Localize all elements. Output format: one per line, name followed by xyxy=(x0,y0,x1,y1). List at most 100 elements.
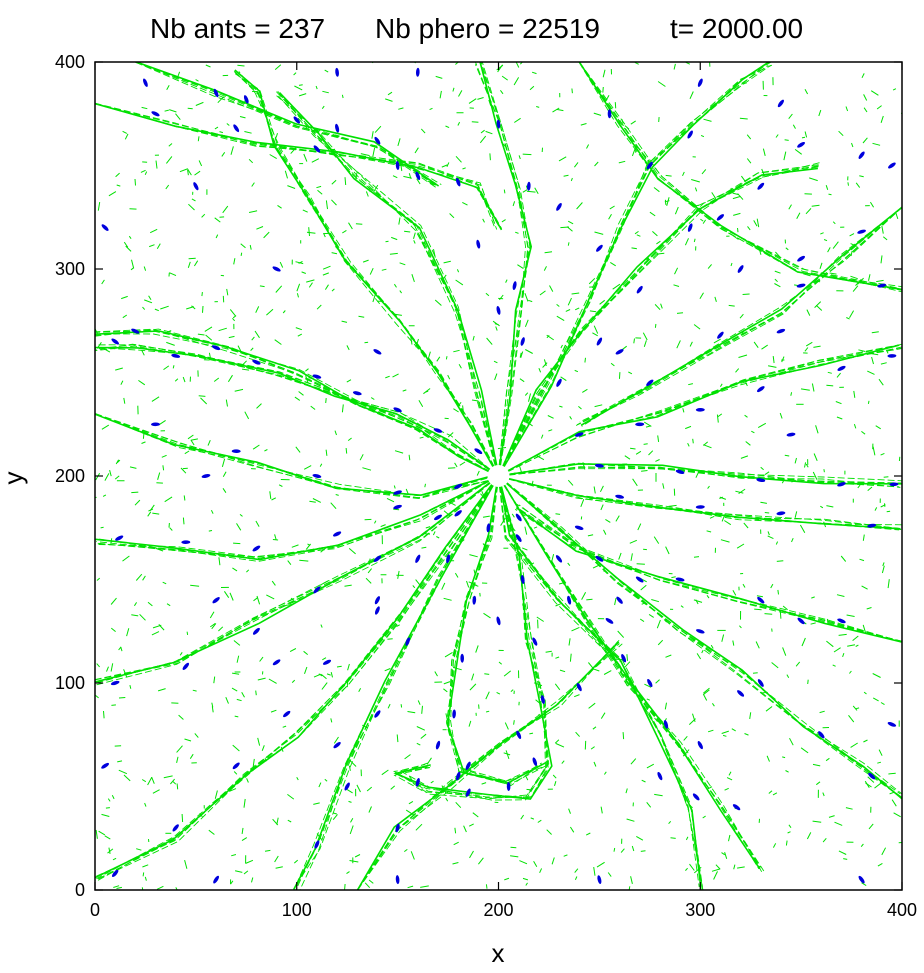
ant-marker xyxy=(213,88,219,98)
pheromone-dash xyxy=(788,113,793,120)
pheromone-dash xyxy=(847,644,856,647)
pheromone-trail xyxy=(397,476,546,800)
pheromone-dash xyxy=(182,376,186,383)
pheromone-dash xyxy=(836,372,841,378)
x-axis-ticks: 0 100 200 300 400 xyxy=(90,62,917,920)
pheromone-dash xyxy=(129,684,132,689)
ant-marker xyxy=(456,771,461,781)
pheromone-dash xyxy=(240,243,246,249)
pheromone-dash xyxy=(514,117,521,123)
pheromone-dash xyxy=(110,597,117,605)
ant-marker xyxy=(374,710,381,718)
pheromone-dash xyxy=(321,105,325,109)
pheromone-trail xyxy=(497,167,818,477)
ant-marker xyxy=(663,720,669,729)
pheromone-dash xyxy=(298,84,303,86)
pheromone-dash xyxy=(251,336,255,341)
ant-marker xyxy=(756,386,765,393)
pheromone-dash xyxy=(632,478,638,487)
pheromone-dash xyxy=(685,867,688,871)
pheromone-dash xyxy=(733,864,736,870)
pheromone-dash xyxy=(120,380,124,385)
pheromone-dash xyxy=(892,88,897,91)
pheromone-dash xyxy=(784,454,790,457)
pheromone-dash xyxy=(454,827,457,834)
pheromone-dash xyxy=(847,182,849,186)
pheromone-trail xyxy=(95,329,500,477)
pheromone-dash xyxy=(878,378,884,386)
x-tick-label: 0 xyxy=(90,900,100,920)
pheromone-dash xyxy=(208,829,215,835)
ant-marker xyxy=(232,762,240,770)
ant-marker xyxy=(332,531,342,537)
pheromone-dash xyxy=(764,512,770,514)
pheromone-dash xyxy=(752,672,758,674)
pheromone-dash xyxy=(144,171,148,176)
pheromone-dash xyxy=(136,848,142,851)
ant-marker xyxy=(675,469,685,474)
pheromone-dash xyxy=(721,730,729,734)
pheromone-dash xyxy=(294,85,303,91)
pheromone-dash xyxy=(331,179,337,185)
pheromone-dash xyxy=(596,861,605,868)
pheromone-dash xyxy=(126,628,130,637)
pheromone-dash xyxy=(205,334,213,341)
pheromone-dash xyxy=(419,436,424,439)
pheromone-dash xyxy=(644,683,652,688)
pheromone-dash xyxy=(271,580,276,586)
pheromone-dash xyxy=(744,733,749,736)
pheromone-dash xyxy=(536,106,540,108)
pheromone-dash xyxy=(398,217,401,225)
pheromone-dash xyxy=(387,638,393,640)
pheromone-dash xyxy=(222,205,229,214)
pheromone-dash xyxy=(761,344,768,350)
pheromone-dash xyxy=(787,831,791,834)
pheromone-dash xyxy=(792,124,796,129)
pheromone-dash xyxy=(863,691,867,695)
pheromone-dash xyxy=(425,526,431,529)
pheromone-dash xyxy=(735,368,740,373)
ant-marker xyxy=(858,875,865,884)
pheromone-dash xyxy=(707,729,714,733)
pheromone-dash xyxy=(274,855,279,863)
pheromone-dash xyxy=(804,462,807,468)
pheromone-dash xyxy=(336,665,342,668)
pheromone-dash xyxy=(322,90,329,94)
pheromone-dash xyxy=(614,598,617,606)
pheromone-dash xyxy=(823,239,828,242)
pheromone-dash xyxy=(455,155,462,163)
pheromone-dash xyxy=(141,441,146,444)
pheromone-trail xyxy=(498,475,900,529)
pheromone-dash xyxy=(838,850,847,855)
pheromone-dash xyxy=(392,373,399,378)
pheromone-dash xyxy=(772,792,778,796)
pheromone-dash xyxy=(318,673,323,677)
pheromone-dash xyxy=(387,703,391,709)
pheromone-dash xyxy=(195,79,199,82)
pheromone-dash xyxy=(525,776,529,781)
pheromone-trail xyxy=(135,62,439,190)
ant-marker xyxy=(737,690,745,697)
pheromone-dash xyxy=(166,603,171,607)
ant-marker xyxy=(476,239,481,249)
pheromone-dash xyxy=(362,467,372,471)
pheromone-dash xyxy=(872,697,879,702)
pheromone-dash xyxy=(560,376,567,382)
ant-marker xyxy=(776,511,786,516)
pheromone-dash xyxy=(567,562,571,567)
pheromone-dash xyxy=(786,674,790,678)
pheromone-dash xyxy=(462,167,466,170)
pheromone-dash xyxy=(115,172,120,178)
pheromone-dash xyxy=(530,817,535,820)
pheromone-dash xyxy=(164,496,173,503)
pheromone-dash xyxy=(287,793,295,800)
chart-title: Nb ants = 237 Nb phero = 22519 t= 2000.0… xyxy=(150,13,803,44)
pheromone-dash xyxy=(635,450,642,455)
ant-marker xyxy=(454,483,463,489)
pheromone-dash xyxy=(546,829,552,835)
pheromone-dash xyxy=(274,64,282,70)
pheromone-trail xyxy=(97,475,500,684)
pheromone-dash xyxy=(843,858,848,860)
pheromone-dash xyxy=(305,368,309,372)
